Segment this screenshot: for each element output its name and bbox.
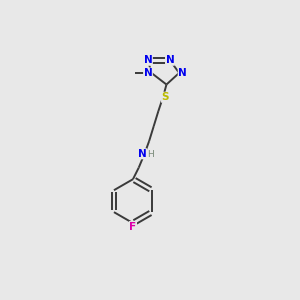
- Text: F: F: [129, 222, 137, 232]
- Text: N: N: [138, 149, 147, 159]
- Text: N: N: [166, 55, 174, 65]
- Text: S: S: [162, 92, 169, 102]
- Text: N: N: [144, 55, 152, 65]
- Text: H: H: [147, 151, 154, 160]
- Text: N: N: [144, 68, 152, 78]
- Text: N: N: [178, 68, 187, 78]
